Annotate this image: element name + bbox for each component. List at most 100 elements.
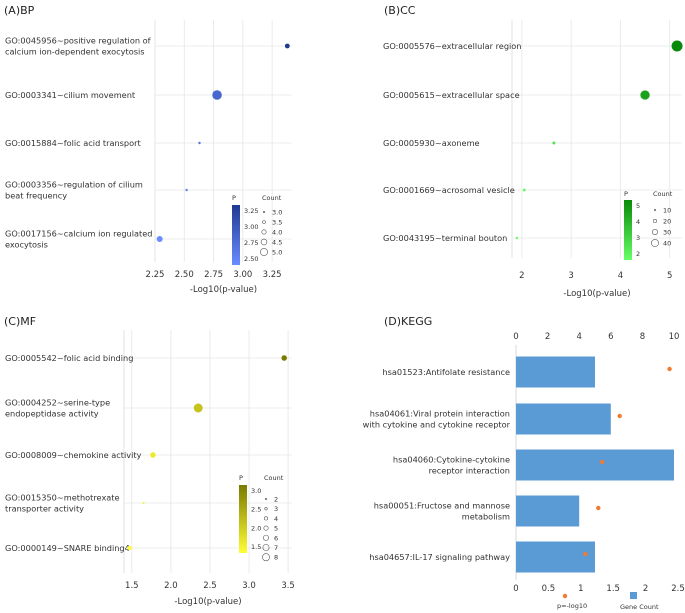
mf-x-tick-label: 2.5 xyxy=(203,581,217,591)
kegg-bottom-tick-label: 1.5 xyxy=(606,584,620,594)
kegg-bottom-tick-label: 2 xyxy=(643,584,648,594)
bp-dot xyxy=(284,43,290,49)
bp-legend-count-label: 4.0 xyxy=(272,229,282,237)
mf-legend-p-tick: 2.0 xyxy=(251,524,261,532)
mf-dot xyxy=(150,452,156,458)
kegg-top-tick-label: 6 xyxy=(608,332,613,342)
mf-legend-count-label: 5 xyxy=(274,525,278,533)
mf-legend-count-circle xyxy=(263,525,269,531)
cc-panel: (B)CC 2 3 4 5 GO:0005576~extracellular region… xyxy=(383,4,683,299)
mf-term-label: GO:0000149~SNARE binding4 xyxy=(5,543,130,553)
bp-legend-count-circle xyxy=(260,248,268,256)
mf-legend-count-label: 6 xyxy=(274,534,278,542)
bp-term-label: GO:0017156~calcium ion regulated xyxy=(5,229,153,239)
mf-legend-p-title: P xyxy=(239,474,243,482)
cc-legend-p-tick: 5 xyxy=(636,202,640,210)
cc-panel-title: (B)CC xyxy=(384,4,416,17)
kegg-term-label: hsa04060:Cytokine-cytokine xyxy=(393,455,510,465)
mf-legend-count-label: 8 xyxy=(274,554,278,562)
bp-legend-count-title: Count xyxy=(262,194,282,202)
cc-legend-count-circle xyxy=(653,208,657,212)
mf-legend-count-label: 3 xyxy=(274,505,278,513)
mf-legend-count-circle xyxy=(263,516,269,521)
mf-x-tick-label: 2.0 xyxy=(164,581,178,591)
bp-x-axis-title: -Log10(p-value) xyxy=(190,285,257,295)
mf-term-label: transporter activity xyxy=(5,504,84,514)
cc-legend-count-label: 20 xyxy=(663,218,671,226)
kegg-top-tick-label: 0 xyxy=(513,332,518,342)
kegg-legend-bar-swatch xyxy=(630,592,637,599)
kegg-bottom-tick-label: 2.5 xyxy=(671,584,685,594)
mf-x-tick-label: 1.5 xyxy=(125,581,139,591)
kegg-p-dot xyxy=(583,551,588,557)
cc-dot xyxy=(671,40,683,52)
bp-legend-count-label: 3.5 xyxy=(272,219,282,227)
bp-legend-p-tick: 2.50 xyxy=(244,255,258,263)
mf-legend-count-circle xyxy=(264,507,268,511)
cc-term-label: GO:0005576~extracellular region xyxy=(383,41,522,51)
bp-legend-count-label: 4.5 xyxy=(272,239,282,247)
cc-dot xyxy=(522,188,526,192)
bp-dot xyxy=(198,141,201,145)
cc-legend-p-tick: 4 xyxy=(636,218,640,226)
kegg-bottom-tick-label: 0 xyxy=(513,584,518,594)
kegg-term-label: receptor interaction xyxy=(429,466,510,476)
kegg-p-dot xyxy=(596,505,601,511)
bp-dot xyxy=(212,90,222,100)
mf-legend-p-tick: 3.0 xyxy=(251,487,261,495)
kegg-bar xyxy=(516,541,595,573)
kegg-bar xyxy=(516,495,580,527)
cc-legend-p-tick: 3 xyxy=(636,234,640,242)
bp-x-tick-label: 3.00 xyxy=(233,270,252,280)
mf-dot xyxy=(193,403,203,413)
kegg-term-label: hsa01523:Antifolate resistance xyxy=(382,367,510,377)
bp-panel: (A)BP 2.25 2.50 2.75 3.00 3.25 GO:0045956~posi… xyxy=(4,4,292,295)
kegg-top-tick-label: 2 xyxy=(545,332,550,342)
bp-legend-count-circle xyxy=(260,238,268,246)
mf-dot xyxy=(281,355,287,361)
kegg-panel: (D)KEGG 0 2 4 6 8 10 0 0.5 1 1.5 2 2.5 hsa01523:Antif… xyxy=(363,315,685,611)
kegg-legend-bar-label: Gene Count xyxy=(620,603,659,611)
cc-term-label: GO:0001669~acrosomal vesicle xyxy=(383,185,515,195)
mf-legend-count-circle xyxy=(263,534,269,541)
kegg-term-label: hsa00051:Fructose and mannose xyxy=(374,501,510,511)
mf-term-label: GO:0008009~chemokine activity xyxy=(5,450,142,460)
mf-term-label: GO:0004252~serine-type xyxy=(5,398,110,408)
cc-legend-p-title: P xyxy=(624,190,628,198)
kegg-term-label: with cytokine and cytokine receptor xyxy=(363,420,511,430)
kegg-bar xyxy=(516,356,595,388)
cc-legend-p-tick: 2 xyxy=(636,250,640,258)
bp-x-tick-label: 2.25 xyxy=(146,270,165,280)
bp-panel-title: (A)BP xyxy=(4,4,35,17)
kegg-p-dot xyxy=(667,366,672,372)
cc-legend-count-label: 40 xyxy=(663,240,671,248)
cc-legend-count-title: Count xyxy=(653,190,673,198)
mf-term-label: GO:0015350~methotrexate xyxy=(5,493,120,503)
kegg-legend-dot xyxy=(562,593,568,599)
bp-legend-count-label: 5.0 xyxy=(272,249,282,257)
cc-x-tick-label: 4 xyxy=(618,271,623,281)
bp-term-label: beat frequency xyxy=(5,191,67,201)
kegg-p-dot xyxy=(599,459,605,465)
cc-legend-colorbar xyxy=(624,200,632,260)
bp-legend-colorbar xyxy=(232,205,240,265)
bp-legend-count-circle xyxy=(262,210,266,214)
mf-legend-count-circle xyxy=(264,497,268,501)
kegg-legend-dot-label: p=-log10 xyxy=(557,602,587,610)
mf-legend-count-title: Count xyxy=(264,474,284,482)
kegg-term-label: hsa04061:Viral protein interaction xyxy=(370,409,510,419)
kegg-term-label: hsa04657:IL-17 signaling pathway xyxy=(369,552,510,562)
bp-legend-count-label: 3.0 xyxy=(272,209,282,217)
cc-legend-count-circle xyxy=(652,229,658,235)
bp-legend-p-title: P xyxy=(232,194,236,202)
cc-dot xyxy=(515,236,519,240)
kegg-top-tick-label: 4 xyxy=(576,332,581,342)
cc-term-label: GO:0043195~terminal bouton xyxy=(383,233,507,243)
bp-term-label: GO:0015884~folic acid transport xyxy=(5,138,141,148)
bp-term-label: calcium ion-dependent exocytosis xyxy=(5,47,145,57)
bp-legend-p-tick: 2.75 xyxy=(244,239,258,247)
bp-term-label: GO:0045956~positive regulation of xyxy=(5,36,152,46)
kegg-panel-title: (D)KEGG xyxy=(384,315,432,328)
